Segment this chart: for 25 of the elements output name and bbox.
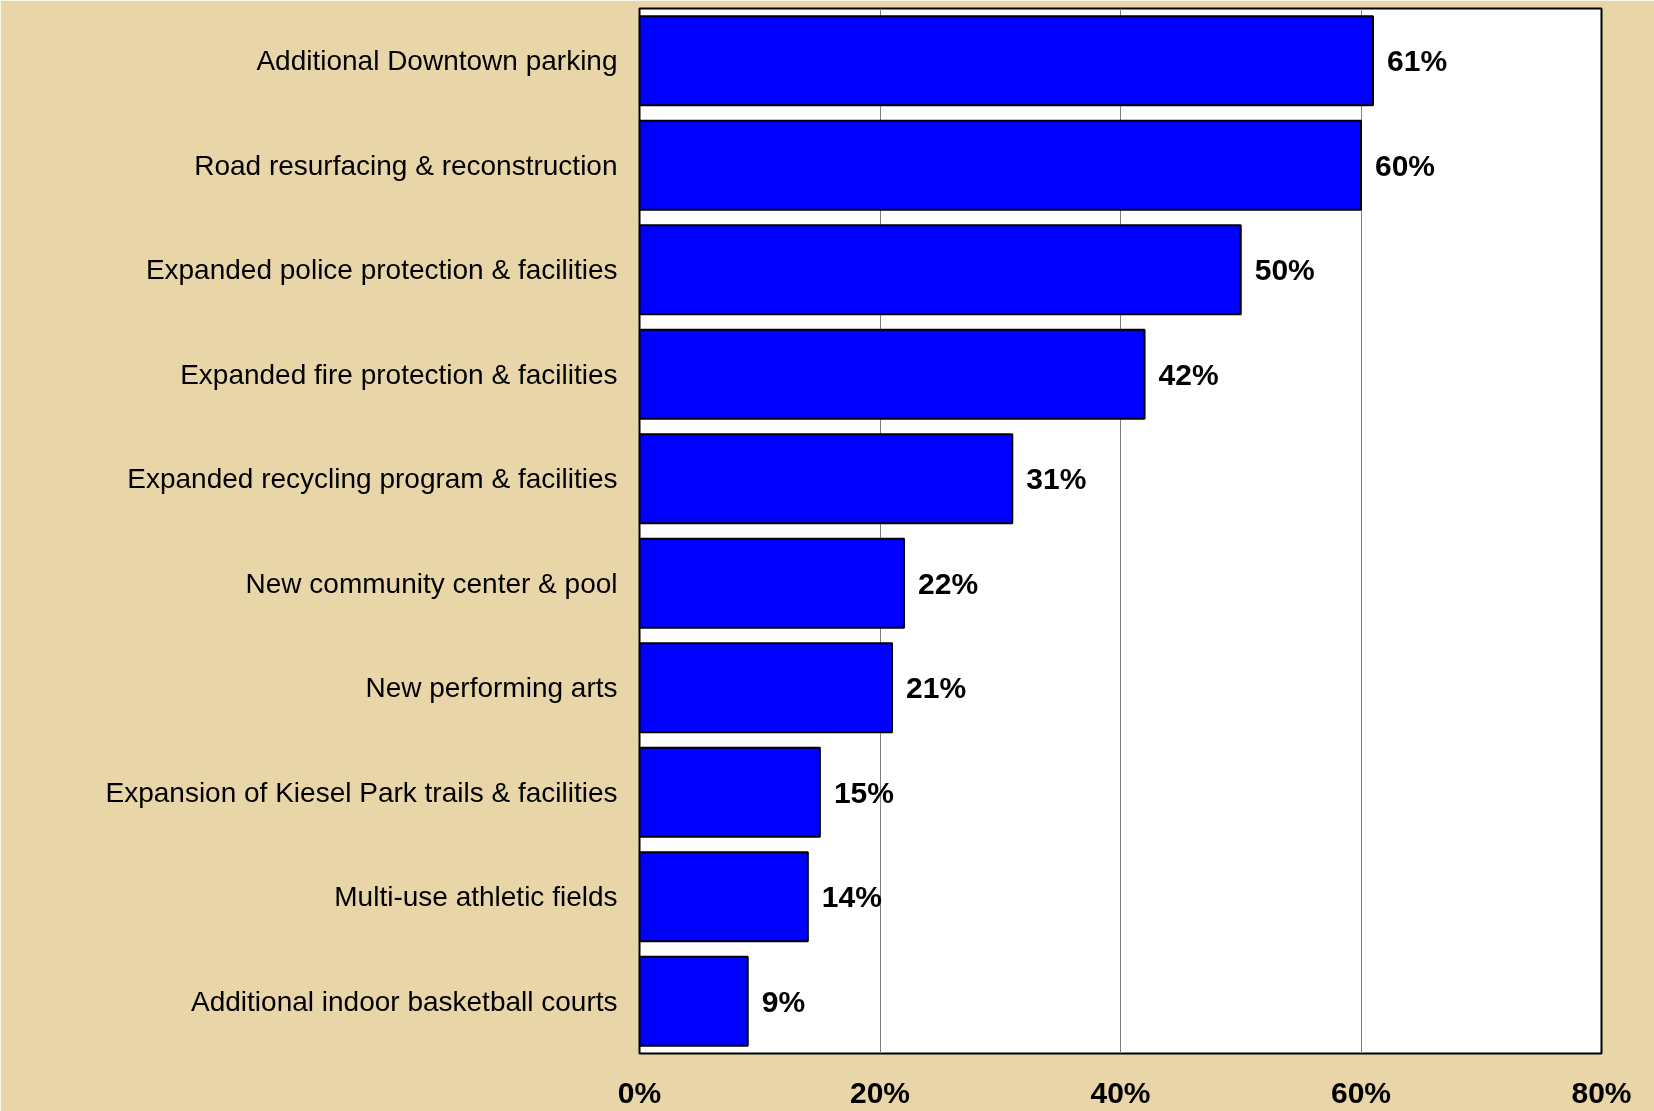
- y-tick-label: New community center & pool: [245, 567, 618, 599]
- x-tick-label: 60%: [1330, 1075, 1392, 1109]
- y-tick-label: New performing arts: [365, 672, 618, 704]
- data-label: 31%: [1026, 462, 1087, 496]
- data-label: 22%: [918, 566, 979, 600]
- data-label: 42%: [1158, 357, 1219, 391]
- y-tick-label: Additional Downtown parking: [256, 45, 618, 77]
- y-tick-label: Expansion of Kiesel Park trails & facilities: [105, 776, 618, 808]
- x-tick-label: 0%: [617, 1075, 662, 1109]
- data-label: 14%: [821, 880, 882, 914]
- y-tick-label: Additional indoor basketball courts: [191, 985, 618, 1017]
- data-label: 15%: [833, 775, 894, 809]
- data-label: 9%: [761, 984, 806, 1018]
- x-tick-label: 40%: [1090, 1075, 1151, 1109]
- data-label: 60%: [1375, 148, 1436, 182]
- data-label: 61%: [1387, 44, 1448, 78]
- y-tick-label: Expanded fire protection & facilities: [180, 358, 618, 390]
- y-tick-label: Expanded police protection & facilities: [145, 254, 618, 286]
- x-tick-label: 80%: [1571, 1075, 1632, 1109]
- x-tick-label: 20%: [849, 1075, 911, 1109]
- y-tick-label: Multi-use athletic fields: [334, 881, 618, 913]
- data-label: 21%: [906, 671, 967, 705]
- y-tick-label: Road resurfacing & reconstruction: [194, 149, 618, 181]
- data-label: 50%: [1254, 253, 1315, 287]
- y-tick-label: Expanded recycling program & facilities: [127, 463, 618, 495]
